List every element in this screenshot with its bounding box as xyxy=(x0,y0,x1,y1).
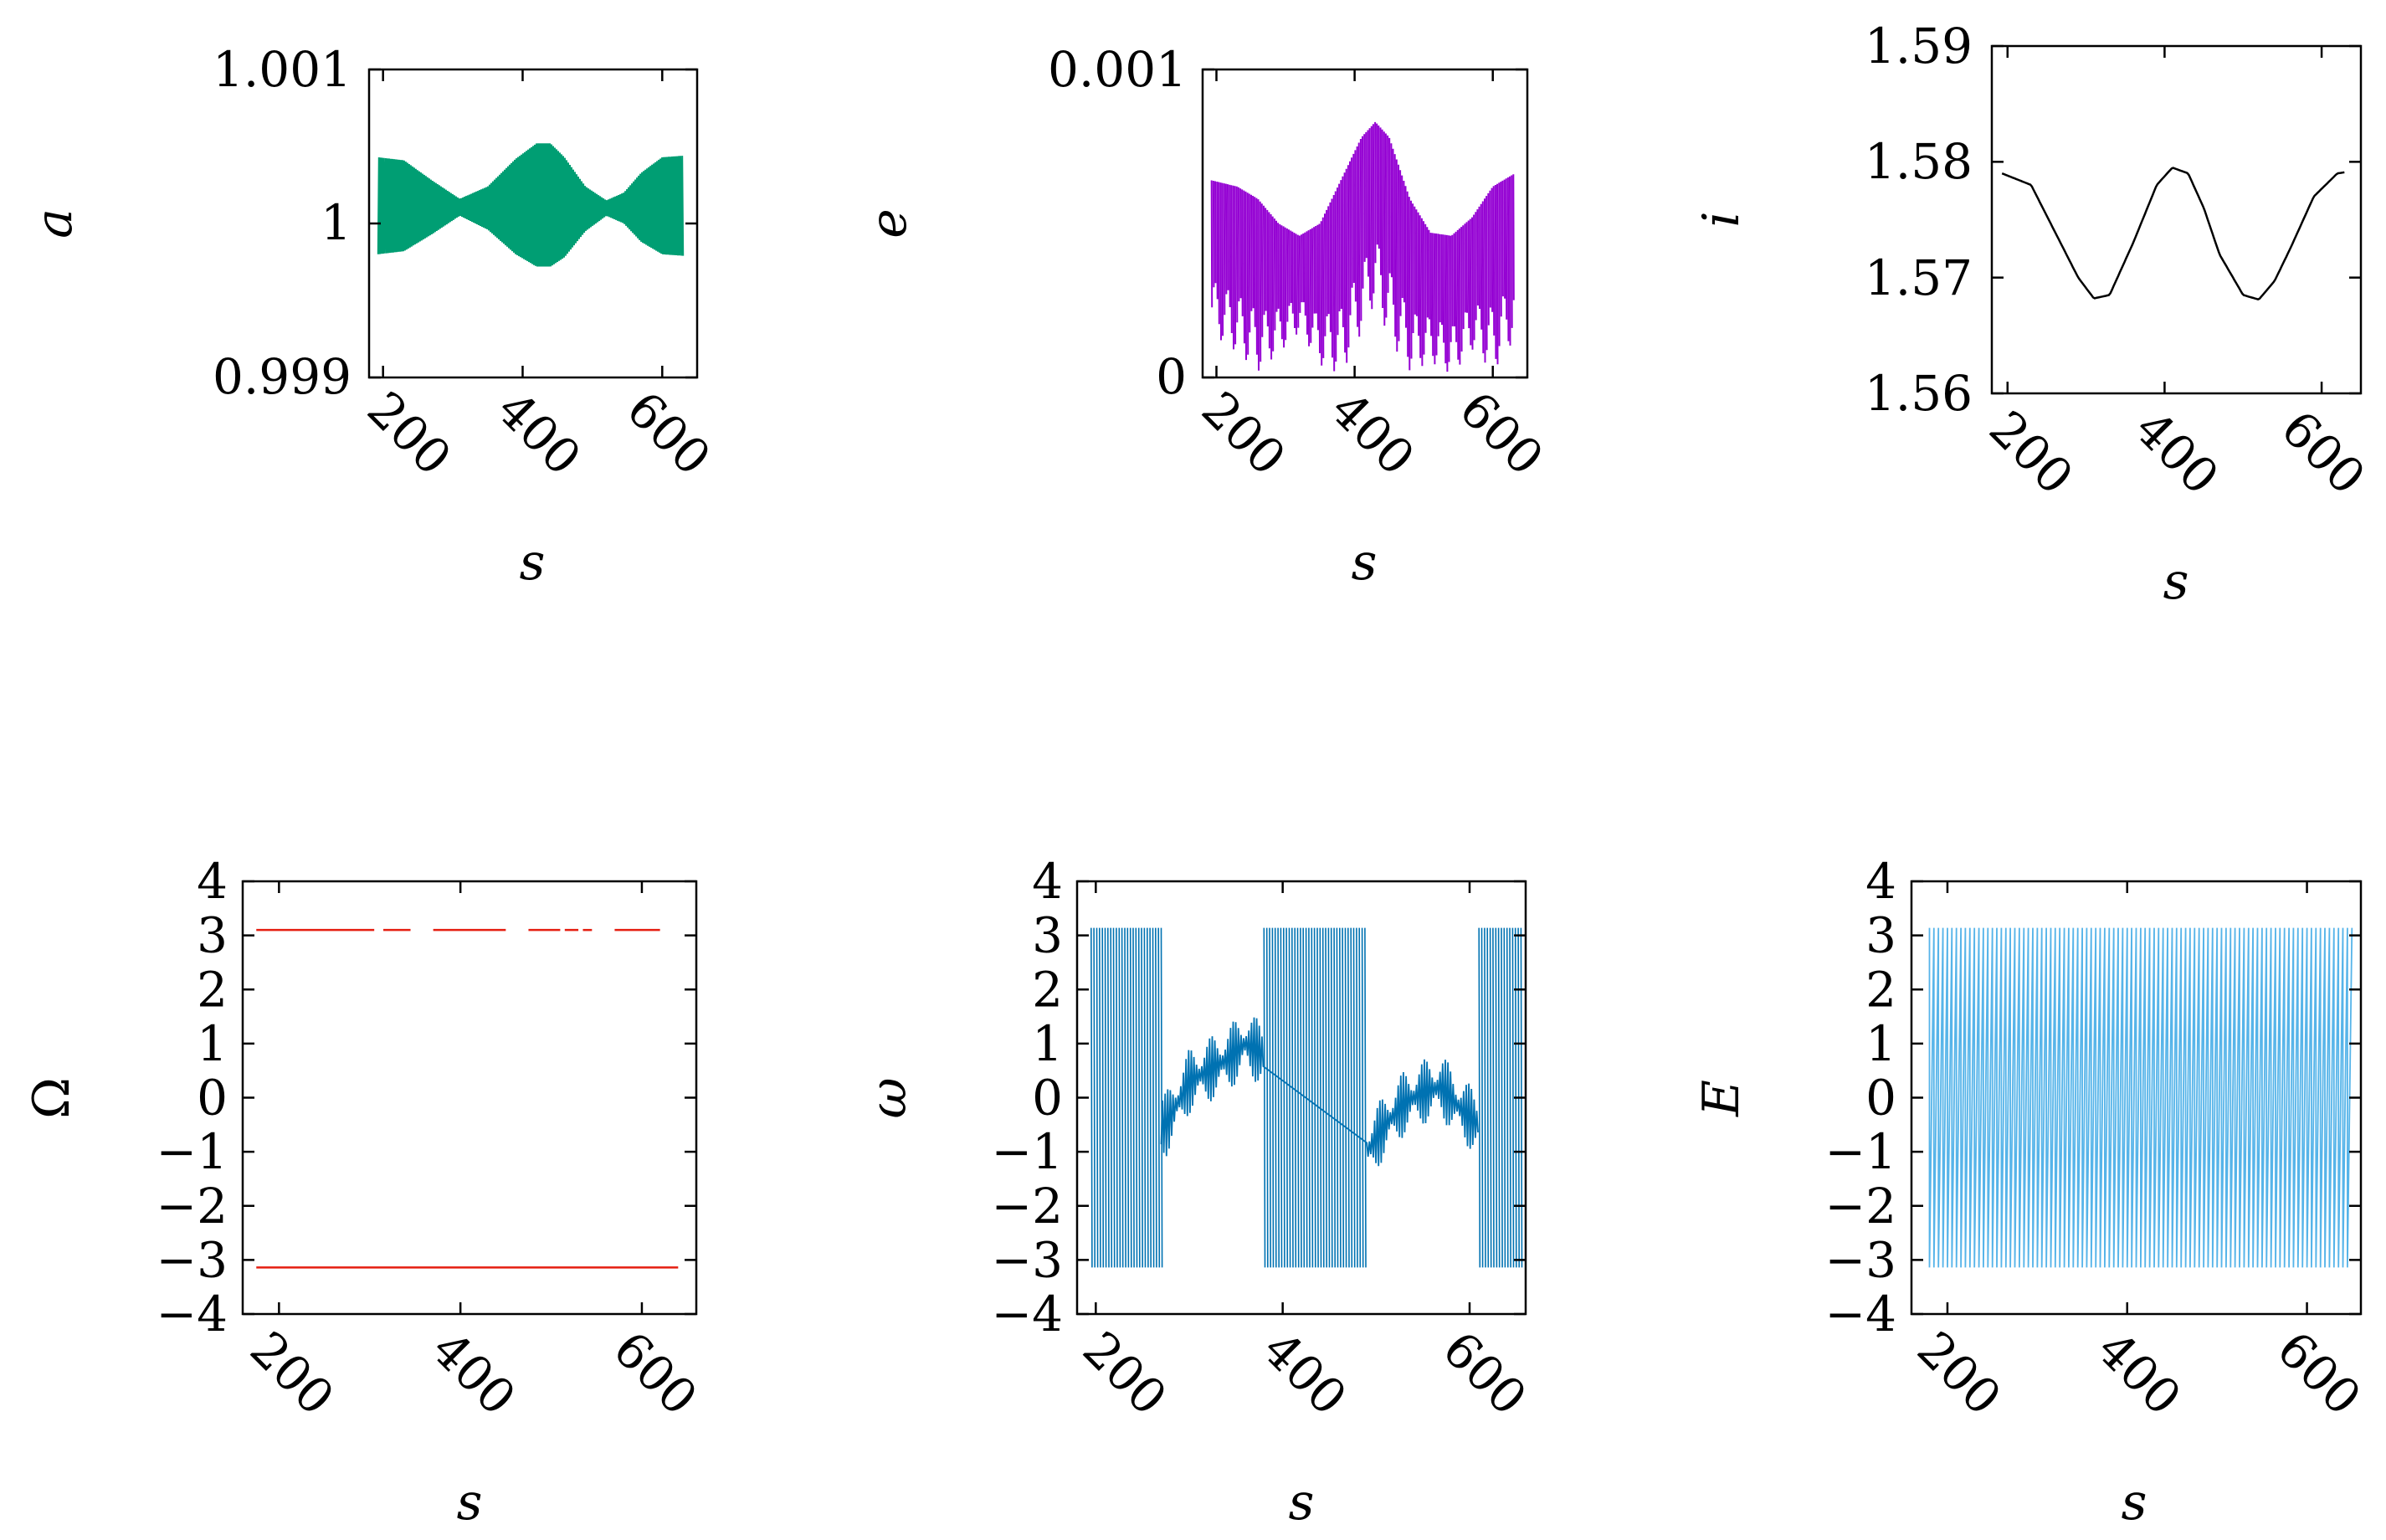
i-ytick-label: 1.57 xyxy=(1865,249,1973,306)
e-xtick-label: 400 xyxy=(1320,381,1425,486)
i-data-line xyxy=(2001,167,2345,301)
a-data-band xyxy=(377,143,685,267)
e-ytick-label: 0.001 xyxy=(1048,41,1187,98)
Omega-data-points xyxy=(256,928,679,1269)
i-ytick-label: 1.58 xyxy=(1865,133,1973,190)
omega-ylabel: ω xyxy=(859,1078,918,1119)
E-xtick-label: 600 xyxy=(2266,1321,2372,1426)
omega-ytick-label: 4 xyxy=(1032,853,1063,910)
panel-i: 1.59 1.58 1.57 1.56 200 400 600 s i xyxy=(1692,18,2376,611)
e-xtick-label: 200 xyxy=(1191,381,1296,486)
i-ylabel: i xyxy=(1692,211,1751,227)
i-ytick-label: 1.59 xyxy=(1865,18,1973,74)
Omega-xtick-label: 200 xyxy=(239,1321,345,1426)
Omega-ytick-label: −2 xyxy=(157,1178,228,1235)
i-series-line xyxy=(2001,167,2345,301)
Omega-ytick-label: 0 xyxy=(197,1070,228,1127)
omega-xlabel: s xyxy=(1289,1473,1315,1532)
E-ytick-label: 0 xyxy=(1865,1070,1896,1127)
a-series-line xyxy=(377,143,685,267)
E-ytick-label: 3 xyxy=(1865,907,1896,964)
Omega-ytick-label: −3 xyxy=(157,1231,228,1288)
Omega-xlabel: s xyxy=(457,1473,483,1532)
e-series-line xyxy=(1210,121,1515,372)
Omega-ytick-label: −4 xyxy=(157,1286,228,1342)
a-ytick-label: 1 xyxy=(321,194,351,251)
E-ytick-label: 2 xyxy=(1865,961,1896,1018)
Omega-ytick-label: 4 xyxy=(197,853,228,910)
E-ytick-label: −4 xyxy=(1825,1286,1897,1342)
a-ytick-label: 0.999 xyxy=(213,348,351,405)
e-ytick-label: 0 xyxy=(1156,348,1187,405)
a-ticks xyxy=(369,68,697,379)
e-ticks xyxy=(1203,68,1527,379)
a-ytick-label: 1.001 xyxy=(213,41,351,98)
a-xtick-label: 200 xyxy=(357,381,462,486)
i-ticks xyxy=(1992,44,2361,395)
E-ytick-label: −2 xyxy=(1825,1178,1897,1235)
Omega-ylabel: Ω xyxy=(23,1077,81,1119)
omega-ytick-label: −2 xyxy=(992,1178,1064,1235)
omega-ytick-label: 0 xyxy=(1032,1070,1063,1127)
E-sawtooth xyxy=(1928,927,2353,1268)
i-xlabel: s xyxy=(2163,552,2189,611)
Omega-ticks xyxy=(243,880,696,1316)
a-ylabel: a xyxy=(25,208,84,239)
omega-ytick-label: 3 xyxy=(1032,907,1063,964)
omega-xtick-label: 600 xyxy=(1432,1321,1537,1426)
i-plot-frame xyxy=(1990,44,2363,395)
i-xtick-label: 600 xyxy=(2271,400,2376,506)
e-data-band xyxy=(1210,121,1515,372)
omega-ytick-label: −1 xyxy=(992,1123,1064,1180)
Omega-ytick-label: 1 xyxy=(197,1015,228,1072)
E-ytick-label: 1 xyxy=(1865,1015,1896,1072)
E-ylabel: E xyxy=(1692,1080,1751,1117)
omega-xtick-label: 400 xyxy=(1252,1321,1357,1426)
omega-xtick-label: 200 xyxy=(1072,1321,1178,1426)
e-xtick-label: 600 xyxy=(1449,381,1554,486)
i-xtick-label: 400 xyxy=(2124,400,2229,506)
E-xtick-label: 200 xyxy=(1906,1321,2012,1426)
a-xtick-label: 600 xyxy=(616,381,721,486)
E-ytick-label: 4 xyxy=(1865,853,1896,910)
E-ytick-label: −3 xyxy=(1825,1231,1897,1288)
omega-band xyxy=(1160,1017,1479,1167)
panel-a: 1.001 1 0.999 200 400 600 s a xyxy=(25,41,721,592)
omega-data-line xyxy=(1090,927,1523,1268)
E-ticks xyxy=(1911,880,2361,1316)
omega-ytick-label: 1 xyxy=(1032,1015,1063,1072)
E-xlabel: s xyxy=(2122,1473,2147,1532)
omega-ytick-label: −4 xyxy=(992,1286,1064,1342)
a-xlabel: s xyxy=(520,533,546,592)
Omega-ytick-label: −1 xyxy=(157,1123,228,1180)
E-ytick-label: −1 xyxy=(1825,1123,1897,1180)
omega-ticks xyxy=(1077,880,1526,1316)
omega-ytick-label: 2 xyxy=(1032,961,1063,1018)
panel-e: 0.001 0 200 400 600 s e xyxy=(859,41,1554,592)
i-xtick-label: 200 xyxy=(1978,400,2084,506)
e-ylabel: e xyxy=(859,208,918,239)
e-xlabel: s xyxy=(1352,533,1378,592)
Omega-ytick-label: 2 xyxy=(197,961,228,1018)
E-xtick-label: 400 xyxy=(2086,1321,2192,1426)
omega-wrap-lines xyxy=(1090,927,1523,1268)
Omega-xtick-label: 400 xyxy=(421,1321,526,1426)
omega-ytick-label: −3 xyxy=(992,1231,1064,1288)
Omega-ytick-label: 3 xyxy=(197,907,228,964)
a-xtick-label: 400 xyxy=(486,381,592,486)
e-plot-frame xyxy=(1201,68,1529,379)
Omega-plot-frame xyxy=(241,880,698,1316)
Omega-xtick-label: 600 xyxy=(603,1321,708,1426)
i-ytick-label: 1.56 xyxy=(1865,365,1973,422)
E-data-line xyxy=(1928,927,2353,1268)
